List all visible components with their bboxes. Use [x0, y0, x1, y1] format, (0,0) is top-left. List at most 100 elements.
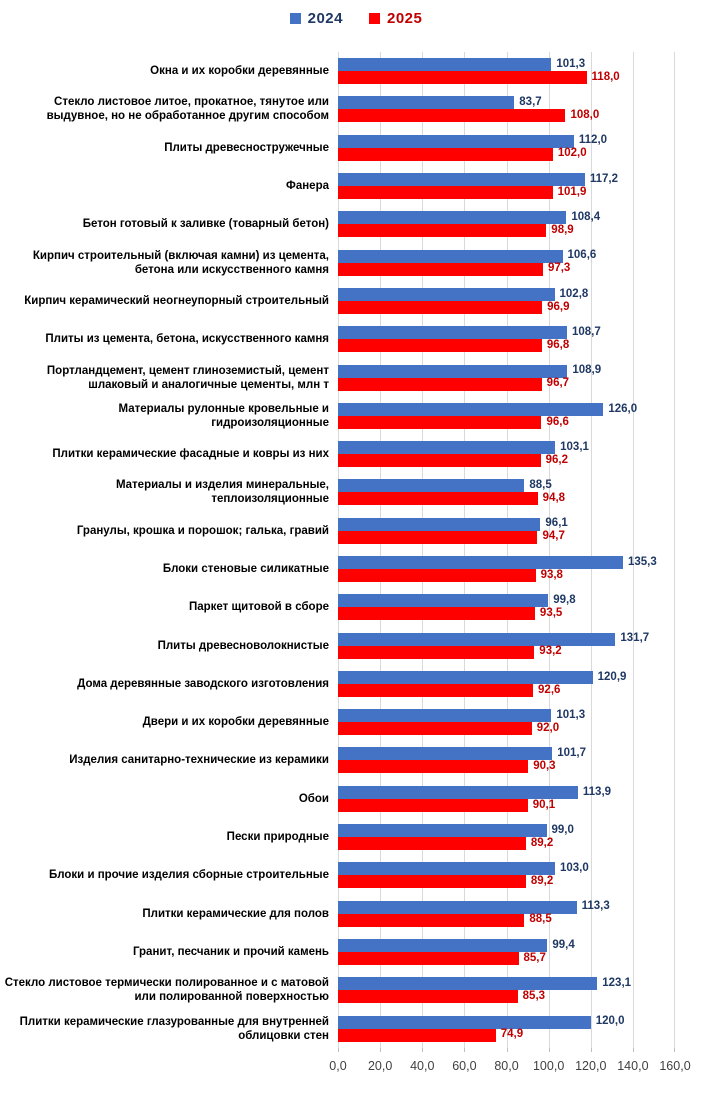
axis-tick-label: 100,0 — [532, 1058, 565, 1073]
bar-line-2025: 96,9 — [338, 300, 675, 314]
bar-2024 — [338, 709, 552, 723]
value-label-2024: 108,9 — [572, 364, 602, 377]
chart-row: Гранулы, крошка и порошок; галька, грави… — [0, 512, 712, 550]
bar-line-2025: 108,0 — [338, 109, 675, 123]
category-label: Блоки стеновые силикатные — [162, 563, 329, 575]
bar-line-2024: 101,3 — [338, 709, 675, 723]
value-label-2024: 103,0 — [559, 862, 589, 875]
bar-pair: 120,0 74,9 — [338, 1009, 675, 1047]
category-label: Портландцемент, цемент глиноземистый, це… — [46, 364, 329, 391]
bar-2025 — [338, 186, 553, 200]
chart-row: Плиты из цемента, бетона, искусственного… — [0, 320, 712, 358]
bar-2024 — [338, 58, 552, 72]
bar-2024 — [338, 173, 585, 187]
bar-line-2025: 92,6 — [338, 683, 675, 697]
value-label-2025: 88,5 — [529, 913, 552, 926]
value-label-2025: 89,2 — [530, 875, 554, 888]
bar-line-2025: 90,1 — [338, 798, 675, 812]
chart-row: Материалы рулонные кровельные и гидроизо… — [0, 397, 712, 435]
bar-line-2025: 74,9 — [338, 1028, 675, 1042]
legend-item-2024: 2024 — [289, 9, 343, 27]
chart-row: Дома деревянные заводского изготовления 1… — [0, 665, 712, 703]
chart-row: Портландцемент, цемент глиноземистый, це… — [0, 358, 712, 396]
x-axis: 0,0 20,0 40,0 60,0 80,0 100,0 120,0 140,0 160,0 — [329, 1047, 691, 1092]
bar-2025 — [338, 300, 543, 314]
chart-row: Обои 113,9 90,1 — [0, 780, 712, 818]
bar-pair: 113,9 90,1 — [338, 780, 675, 818]
bar-line-2024: 102,8 — [338, 287, 675, 301]
value-label-2025: 93,8 — [540, 568, 563, 581]
bar-line-2025: 96,6 — [338, 415, 675, 429]
bar-pair: 108,9 96,7 — [338, 358, 675, 396]
axis-tick — [674, 1047, 675, 1052]
legend-marker-2024-icon — [289, 12, 301, 24]
bar-2025 — [338, 454, 541, 468]
bar-pair: 88,5 94,8 — [338, 473, 675, 511]
bar-2025 — [338, 875, 526, 889]
bar-2025 — [338, 377, 542, 391]
bar-2024 — [338, 134, 574, 148]
legend-label-2024: 2024 — [307, 9, 343, 27]
bar-2025 — [338, 913, 525, 927]
bar-line-2024: 112,0 — [338, 134, 675, 148]
chart-row: Плитки керамические глазурованные для вн… — [0, 1009, 712, 1047]
category-label: Материалы и изделия минеральные, теплоиз… — [115, 479, 329, 506]
gridline — [338, 52, 339, 1048]
axis-tick-label: 60,0 — [452, 1058, 477, 1073]
category-label: Плиты из цемента, бетона, искусственного… — [45, 333, 329, 346]
category-label: Стекло листовое литое, прокатное, тянуто… — [46, 96, 329, 123]
category-label: Дома деревянные заводского изготовления — [77, 677, 329, 690]
bar-2024 — [338, 249, 563, 263]
bar-2024 — [338, 556, 623, 569]
bar-2025 — [338, 760, 529, 774]
chart-row: Блоки стеновые силикатные 135,3 93,8 — [0, 550, 712, 588]
bar-2025 — [338, 71, 587, 85]
value-label-2024: 106,6 — [567, 249, 597, 262]
value-label-2025: 97,3 — [547, 262, 571, 275]
bar-line-2025: 96,8 — [338, 338, 675, 353]
bar-2024 — [338, 670, 593, 684]
bar-2025 — [338, 722, 532, 736]
bar-line-2025: 92,0 — [338, 722, 675, 736]
value-label-2025: 96,8 — [546, 338, 570, 351]
bar-2025 — [338, 147, 553, 161]
bar-2024 — [338, 364, 568, 378]
bar-line-2024: 101,7 — [338, 747, 675, 761]
bar-line-2024: 117,2 — [338, 173, 675, 187]
bar-line-2025: 93,8 — [338, 569, 675, 582]
bar-line-2025: 98,9 — [338, 224, 675, 238]
value-label-2024: 88,5 — [529, 479, 552, 492]
plot-area: Окна и их коробки деревянные 101,3 118,0 Ст… — [0, 52, 712, 1048]
bar-line-2024: 108,9 — [338, 364, 675, 378]
chart-row: Кирпич строительный (включая камни) из ц… — [0, 243, 712, 281]
category-label: Обои — [298, 792, 329, 805]
value-label-2024: 99,8 — [553, 594, 576, 607]
category-label: Плитки керамические фасадные и ковры из … — [52, 448, 329, 461]
bar-pair: 106,6 97,3 — [338, 243, 675, 281]
value-label-2024: 101,3 — [556, 57, 586, 70]
bar-2025 — [338, 339, 542, 353]
chart-row: Стекло листовое литое, прокатное, тянуто… — [0, 90, 712, 128]
gridline — [380, 52, 382, 1048]
bar-2024 — [338, 824, 547, 838]
bar-line-2025: 102,0 — [338, 147, 675, 161]
bar-2024 — [338, 862, 555, 876]
category-label: Изделия санитарно-технические из керамик… — [69, 754, 329, 767]
bar-2025 — [338, 569, 536, 582]
bar-2024 — [338, 326, 567, 340]
category-label: Кирпич керамический неогнеупорный строит… — [24, 294, 329, 307]
bar-line-2025: 90,3 — [338, 760, 675, 774]
axis-tick — [464, 1047, 466, 1052]
bar-pair: 99,0 89,2 — [338, 818, 675, 856]
bar-line-2024: 126,0 — [338, 402, 675, 416]
value-label-2024: 99,0 — [551, 823, 574, 836]
axis-tick — [548, 1047, 550, 1052]
bar-pair: 131,7 93,2 — [338, 626, 675, 664]
value-label-2025: 96,7 — [546, 377, 570, 390]
bar-pair: 103,1 96,2 — [338, 435, 675, 473]
category-label: Плитки керамические для полов — [142, 907, 329, 920]
axis-tick — [380, 1047, 382, 1052]
category-label: Двери и их коробки деревянные — [142, 716, 329, 729]
value-label-2025: 93,5 — [539, 607, 563, 620]
